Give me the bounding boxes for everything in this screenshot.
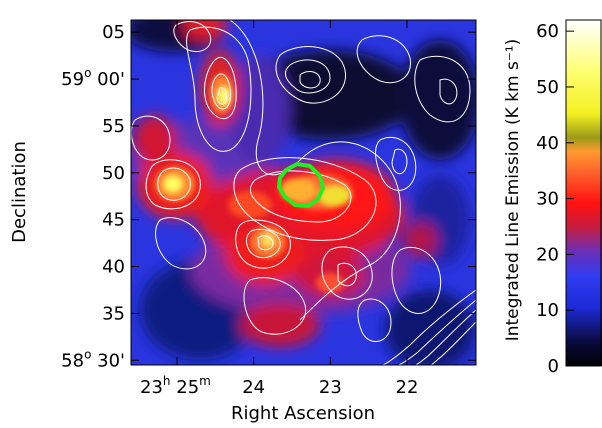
y-tick-label: 35 (102, 303, 125, 324)
colorbar-tick-label: 50 (536, 77, 559, 98)
colorbar-tick-label: 20 (536, 244, 559, 265)
y-axis-label: Declination (9, 141, 30, 243)
y-tick-label: 45 (102, 210, 125, 231)
plot-frame (130, 19, 477, 366)
colorbar (566, 20, 602, 366)
colorbar-tick-label: 30 (536, 189, 559, 210)
colorbar-tick-label: 40 (536, 133, 559, 154)
y-tick-label: 40 (102, 257, 125, 278)
x-tick-label: 23 (319, 377, 342, 398)
colorbar-tick-label: 60 (536, 21, 559, 42)
y-tick-label: 55 (102, 116, 125, 137)
colorbar-ticks: 0 10 20 30 40 50 60 (536, 21, 574, 377)
y-tick-label: 58o 30' (61, 347, 125, 371)
region-marker (277, 162, 325, 208)
colorbar-tick-label: 10 (536, 300, 559, 321)
x-tick-label: 24 (242, 377, 265, 398)
y-tick-label: 50 (102, 163, 125, 184)
colorbar-frame (565, 19, 602, 367)
x-axis-label: Right Ascension (231, 403, 375, 424)
y-tick-label: 05 (102, 22, 125, 43)
x-tick-label: 22 (396, 377, 419, 398)
x-axis-ticks: 23h 25m 24 23 22 (140, 20, 418, 398)
colorbar-label: Integrated Line Emission (K km s⁻¹) (503, 39, 523, 342)
y-axis-ticks: 58o 30' 35 40 45 50 55 59o 00' 05 (61, 22, 476, 371)
colorbar-tick-label: 0 (548, 356, 559, 377)
heatmap-image (131, 20, 476, 365)
contour-lines (131, 20, 476, 365)
x-tick-label: 23h 25m (140, 374, 211, 398)
y-tick-label: 59o 00' (61, 66, 125, 90)
